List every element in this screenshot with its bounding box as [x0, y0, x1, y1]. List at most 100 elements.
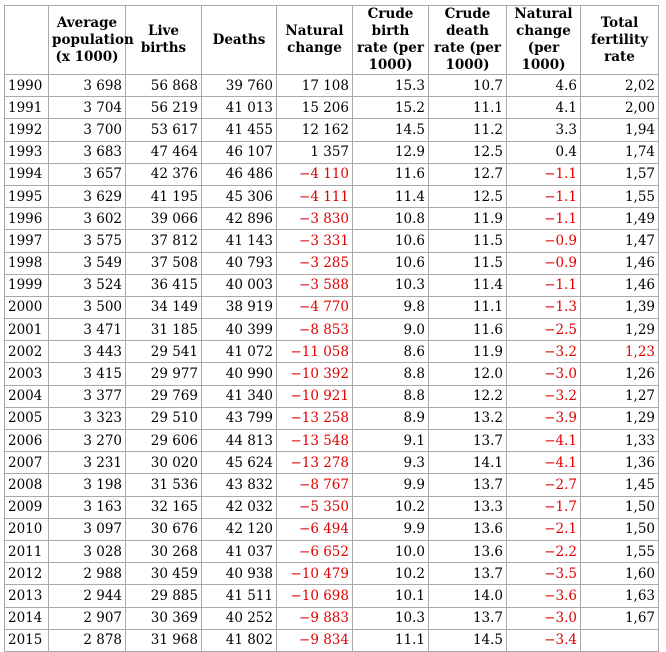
cell: 9.3 — [352, 451, 429, 475]
cell: 1,46 — [580, 251, 659, 275]
cell: 12.0 — [428, 362, 507, 386]
cell: 40 938 — [201, 562, 277, 586]
cell: 38 919 — [201, 295, 277, 320]
cell: 10.6 — [352, 251, 429, 275]
cell: −9 883 — [276, 606, 353, 630]
cell: 40 990 — [201, 362, 277, 386]
table-row: 2005 3 323 29 510 43 799 −13 258 8.9 13.2 −3.9 1… — [4, 406, 659, 431]
cell: 1,60 — [580, 562, 659, 586]
cell: 1,46 — [580, 273, 659, 297]
cell: −4.1 — [506, 428, 581, 453]
cell: 4.1 — [506, 96, 581, 120]
cell: −3.5 — [506, 562, 581, 586]
row-label: 2002 — [4, 340, 49, 364]
cell: −2.7 — [506, 473, 581, 497]
cell: 0.4 — [506, 140, 581, 164]
cell: 3 323 — [48, 406, 126, 431]
column-header: Live births — [125, 5, 202, 75]
cell: 10.3 — [352, 273, 429, 297]
cell: 3 198 — [48, 473, 126, 497]
cell: −1.7 — [506, 495, 581, 519]
cell: 29 977 — [125, 362, 202, 386]
cell: −1.3 — [506, 295, 581, 320]
cell: 12.5 — [428, 140, 507, 164]
column-header: Crude death rate (per 1000) — [428, 5, 507, 75]
table-row: 1997 3 575 37 812 41 143 −3 331 10.6 11.5 −0.9 1… — [4, 229, 659, 253]
cell: 34 149 — [125, 295, 202, 320]
cell: 45 624 — [201, 451, 277, 475]
cell: 10.6 — [352, 229, 429, 253]
row-label: 2001 — [4, 318, 49, 342]
cell: 12.9 — [352, 140, 429, 164]
cell: 1,57 — [580, 162, 659, 186]
cell: 13.6 — [428, 539, 507, 564]
cell: 47 464 — [125, 140, 202, 164]
cell: 1 357 — [276, 140, 353, 164]
table-row: 2007 3 231 30 020 45 624 −13 278 9.3 14.1 −4.1 1… — [4, 451, 659, 475]
row-label: 1997 — [4, 229, 49, 253]
cell: 3 028 — [48, 539, 126, 564]
cell: 8.8 — [352, 384, 429, 408]
cell: 11.4 — [352, 184, 429, 209]
cell: 11.1 — [428, 96, 507, 120]
cell: 3 270 — [48, 428, 126, 453]
cell: 15 206 — [276, 96, 353, 120]
cell: 31 968 — [125, 628, 202, 652]
cell: −2.2 — [506, 539, 581, 564]
cell: 14.0 — [428, 584, 507, 608]
cell: 3 704 — [48, 96, 126, 120]
cell: 9.0 — [352, 318, 429, 342]
cell: 1,29 — [580, 406, 659, 431]
cell: 8.6 — [352, 340, 429, 364]
cell: −11 058 — [276, 340, 353, 364]
cell: 3.3 — [506, 118, 581, 142]
cell: 29 885 — [125, 584, 202, 608]
row-label: 2008 — [4, 473, 49, 497]
cell: 3 231 — [48, 451, 126, 475]
table-row: 2004 3 377 29 769 41 340 −10 921 8.8 12.2 −3.2 1… — [4, 384, 659, 408]
cell: 3 415 — [48, 362, 126, 386]
cell: 9.1 — [352, 428, 429, 453]
table-row: 2000 3 500 34 149 38 919 −4 770 9.8 11.1 −1.3 1,… — [4, 295, 659, 320]
table-row: 2002 3 443 29 541 41 072 −11 058 8.6 11.9 −3.2 1… — [4, 340, 659, 364]
row-label: 1992 — [4, 118, 49, 142]
cell: −1.1 — [506, 273, 581, 297]
cell: 13.2 — [428, 406, 507, 431]
cell: −0.9 — [506, 251, 581, 275]
cell: 41 511 — [201, 584, 277, 608]
table-row: 1995 3 629 41 195 45 306 −4 111 11.4 12.5 −1.1 1… — [4, 184, 659, 209]
cell: 15.3 — [352, 73, 429, 98]
cell: 2,00 — [580, 96, 659, 120]
cell: −4 111 — [276, 184, 353, 209]
table-row: 1998 3 549 37 508 40 793 −3 285 10.6 11.5 −0.9 1… — [4, 251, 659, 275]
cell: 2 988 — [48, 562, 126, 586]
cell: 14.1 — [428, 451, 507, 475]
cell: −0.9 — [506, 229, 581, 253]
cell: 2 878 — [48, 628, 126, 652]
cell: 3 602 — [48, 207, 126, 231]
cell: 3 549 — [48, 251, 126, 275]
table-row: 1990 3 698 56 868 39 760 17 108 15.3 10.7 4.6 2,… — [4, 73, 659, 98]
table-row: 2009 3 163 32 165 42 032 −5 350 10.2 13.3 −1.7 1… — [4, 495, 659, 519]
cell: 29 510 — [125, 406, 202, 431]
cell: 3 097 — [48, 517, 126, 541]
cell: 44 813 — [201, 428, 277, 453]
table-row: 2015 2 878 31 968 41 802 −9 834 11.1 14.5 −3.4 — [4, 628, 659, 652]
cell: −3.0 — [506, 362, 581, 386]
cell: 9.9 — [352, 473, 429, 497]
cell: 1,47 — [580, 229, 659, 253]
cell: 42 376 — [125, 162, 202, 186]
table-row: 2001 3 471 31 185 40 399 −8 853 9.0 11.6 −2.5 1,… — [4, 318, 659, 342]
cell: 17 108 — [276, 73, 353, 98]
cell: 3 471 — [48, 318, 126, 342]
cell: 31 536 — [125, 473, 202, 497]
column-header: Average population (x 1000) — [48, 5, 134, 75]
cell: −3.2 — [506, 384, 581, 408]
cell: −4 770 — [276, 295, 353, 320]
cell: 32 165 — [125, 495, 202, 519]
cell: −10 698 — [276, 584, 353, 608]
row-label: 1996 — [4, 207, 49, 231]
row-label: 1999 — [4, 273, 49, 297]
cell: 8.8 — [352, 362, 429, 386]
